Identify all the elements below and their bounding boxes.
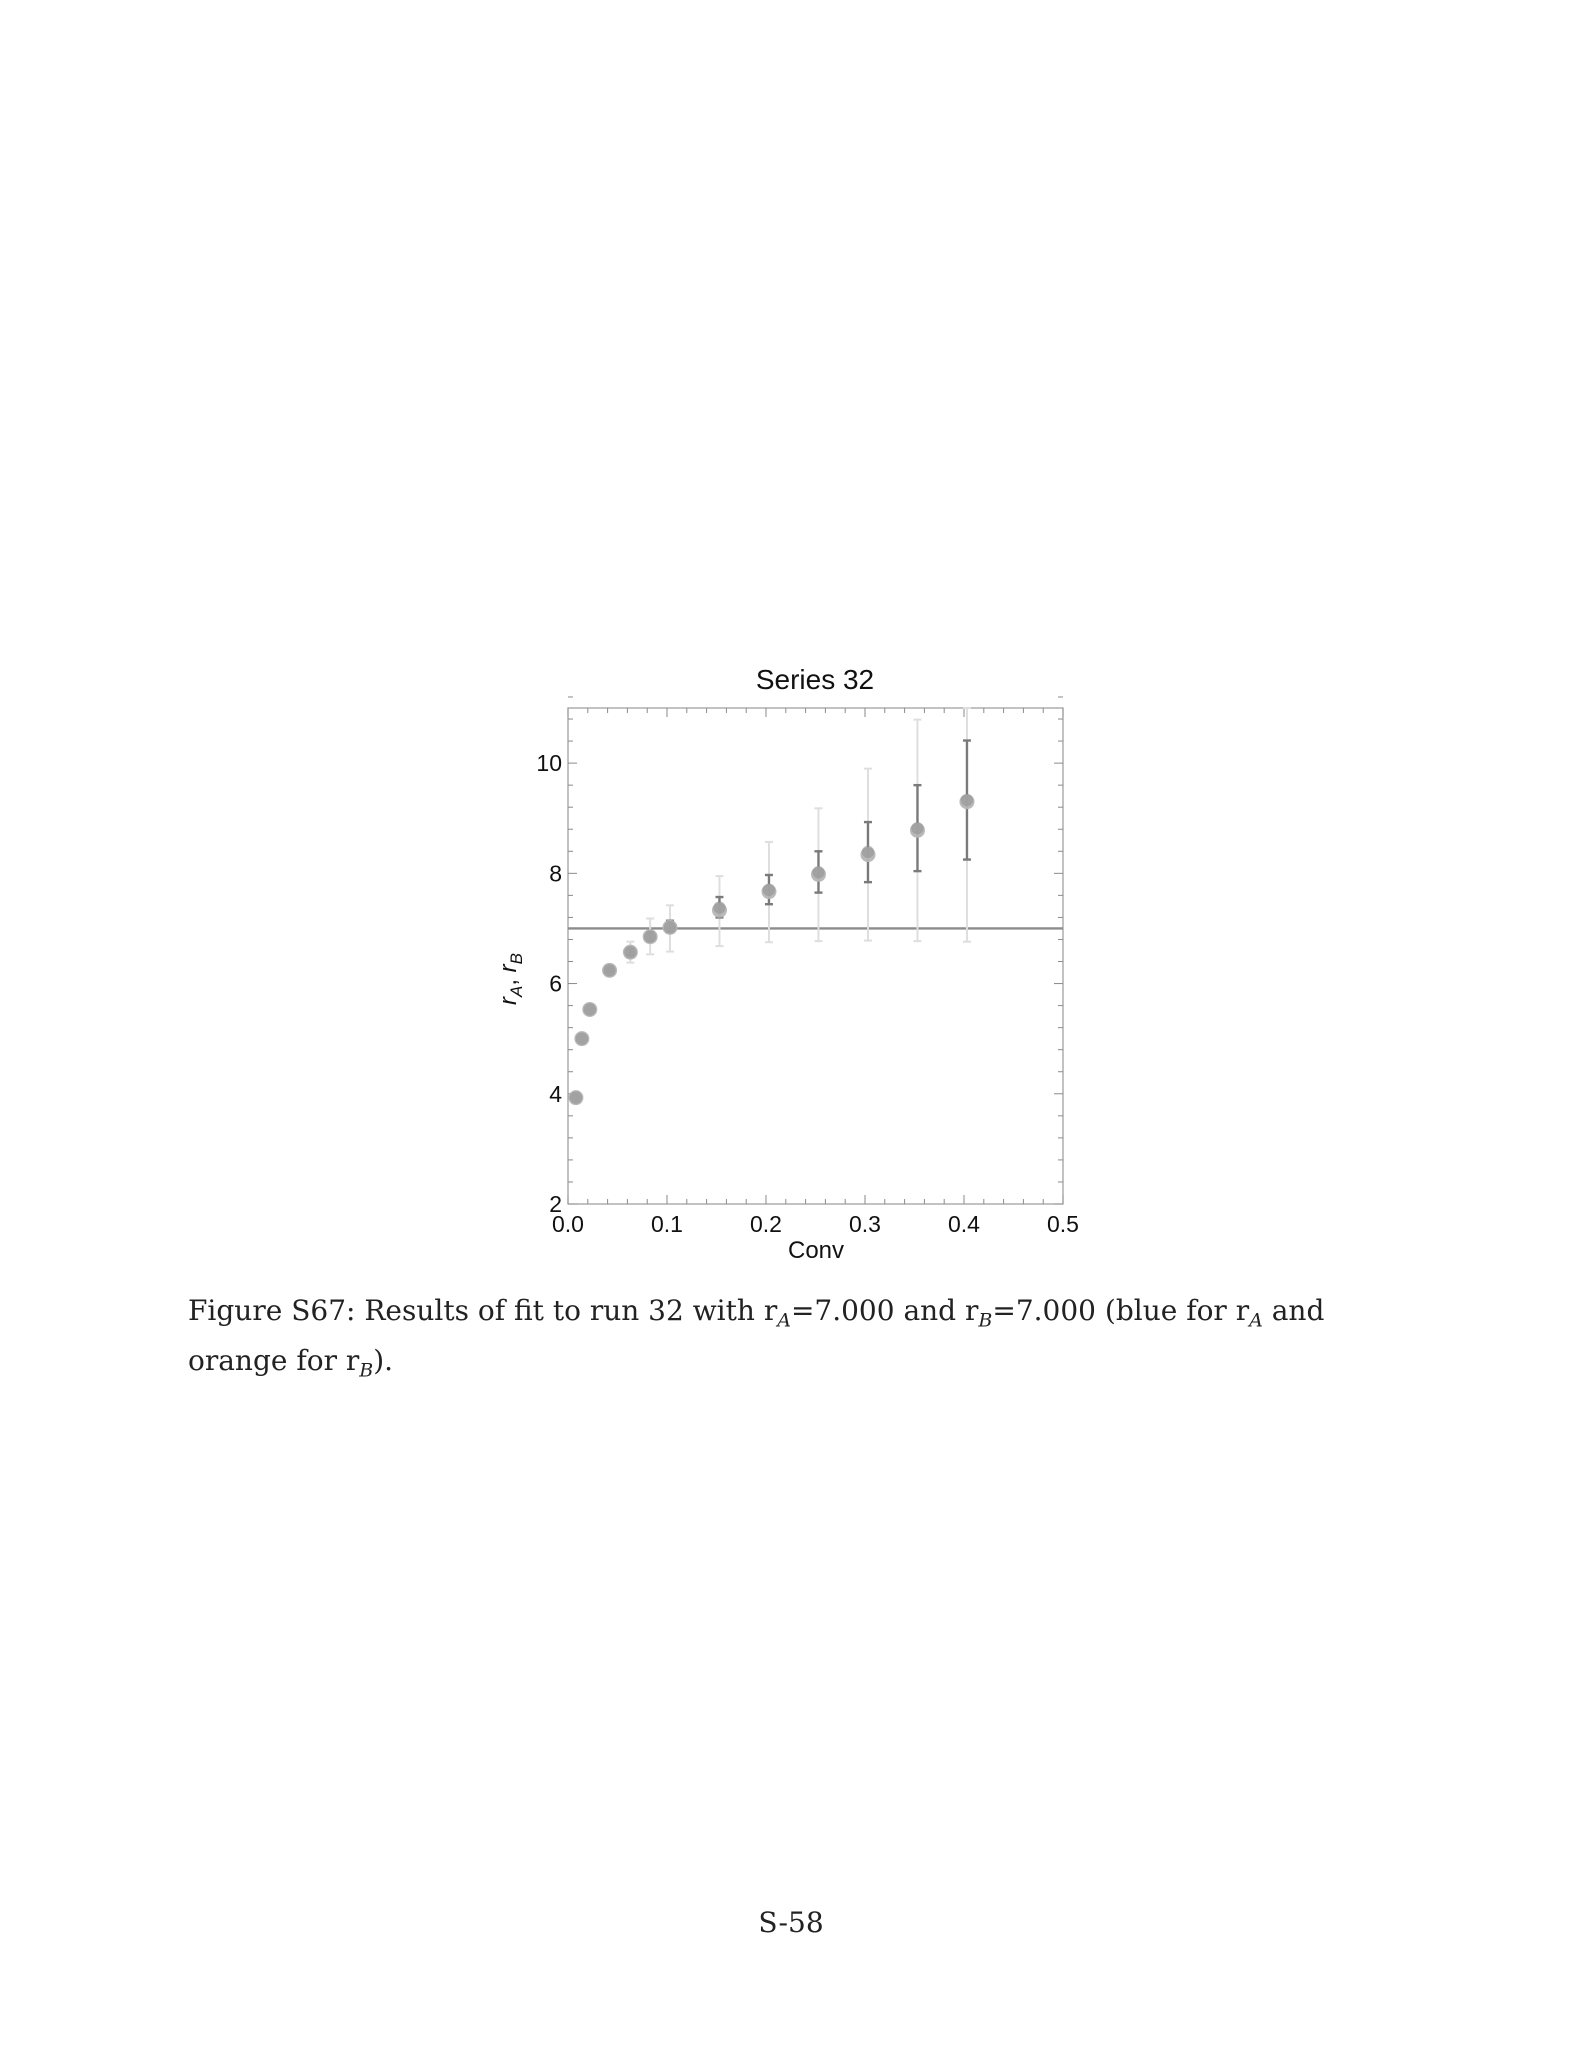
data-point: [569, 1091, 583, 1104]
data-point: [762, 883, 776, 897]
y-tick-label: 2: [549, 1191, 562, 1217]
data-point: [911, 821, 924, 835]
data-point: [713, 901, 726, 914]
data-point: [624, 945, 637, 959]
x-tick-label: 0.0: [552, 1211, 584, 1237]
x-tick-label: 0.5: [1047, 1211, 1079, 1237]
data-point: [575, 1032, 589, 1045]
data-point: [603, 964, 616, 977]
x-tick-label: 0.3: [849, 1211, 881, 1237]
plot-frame: [567, 707, 1064, 1205]
chart-title: Series 32: [756, 664, 874, 695]
data-point: [861, 845, 875, 859]
y-tick-label: 4: [549, 1081, 562, 1107]
plot-area: 0.0 0.1 0.2 0.3 0.4 0.5 2 4 6 8 10: [536, 696, 1079, 1237]
figure-caption: Figure S67: Results of fit to run 32 wit…: [188, 1294, 1325, 1382]
y-tick-label: 6: [549, 971, 562, 997]
y-axis-label: rA, rB: [495, 953, 526, 1005]
page-number: S-58: [758, 1906, 824, 1939]
data-point: [812, 866, 825, 879]
y-tick-label: 8: [549, 860, 562, 886]
x-tick-label: 0.2: [750, 1211, 782, 1237]
y-tick-label: 10: [536, 750, 562, 776]
x-axis-label: Conv: [788, 1237, 844, 1264]
data-point: [643, 930, 657, 943]
data-point: [960, 793, 974, 807]
data-point: [583, 1003, 596, 1016]
data-point: [663, 921, 677, 934]
x-tick-label: 0.4: [948, 1211, 980, 1237]
x-tick-label: 0.1: [651, 1211, 683, 1237]
